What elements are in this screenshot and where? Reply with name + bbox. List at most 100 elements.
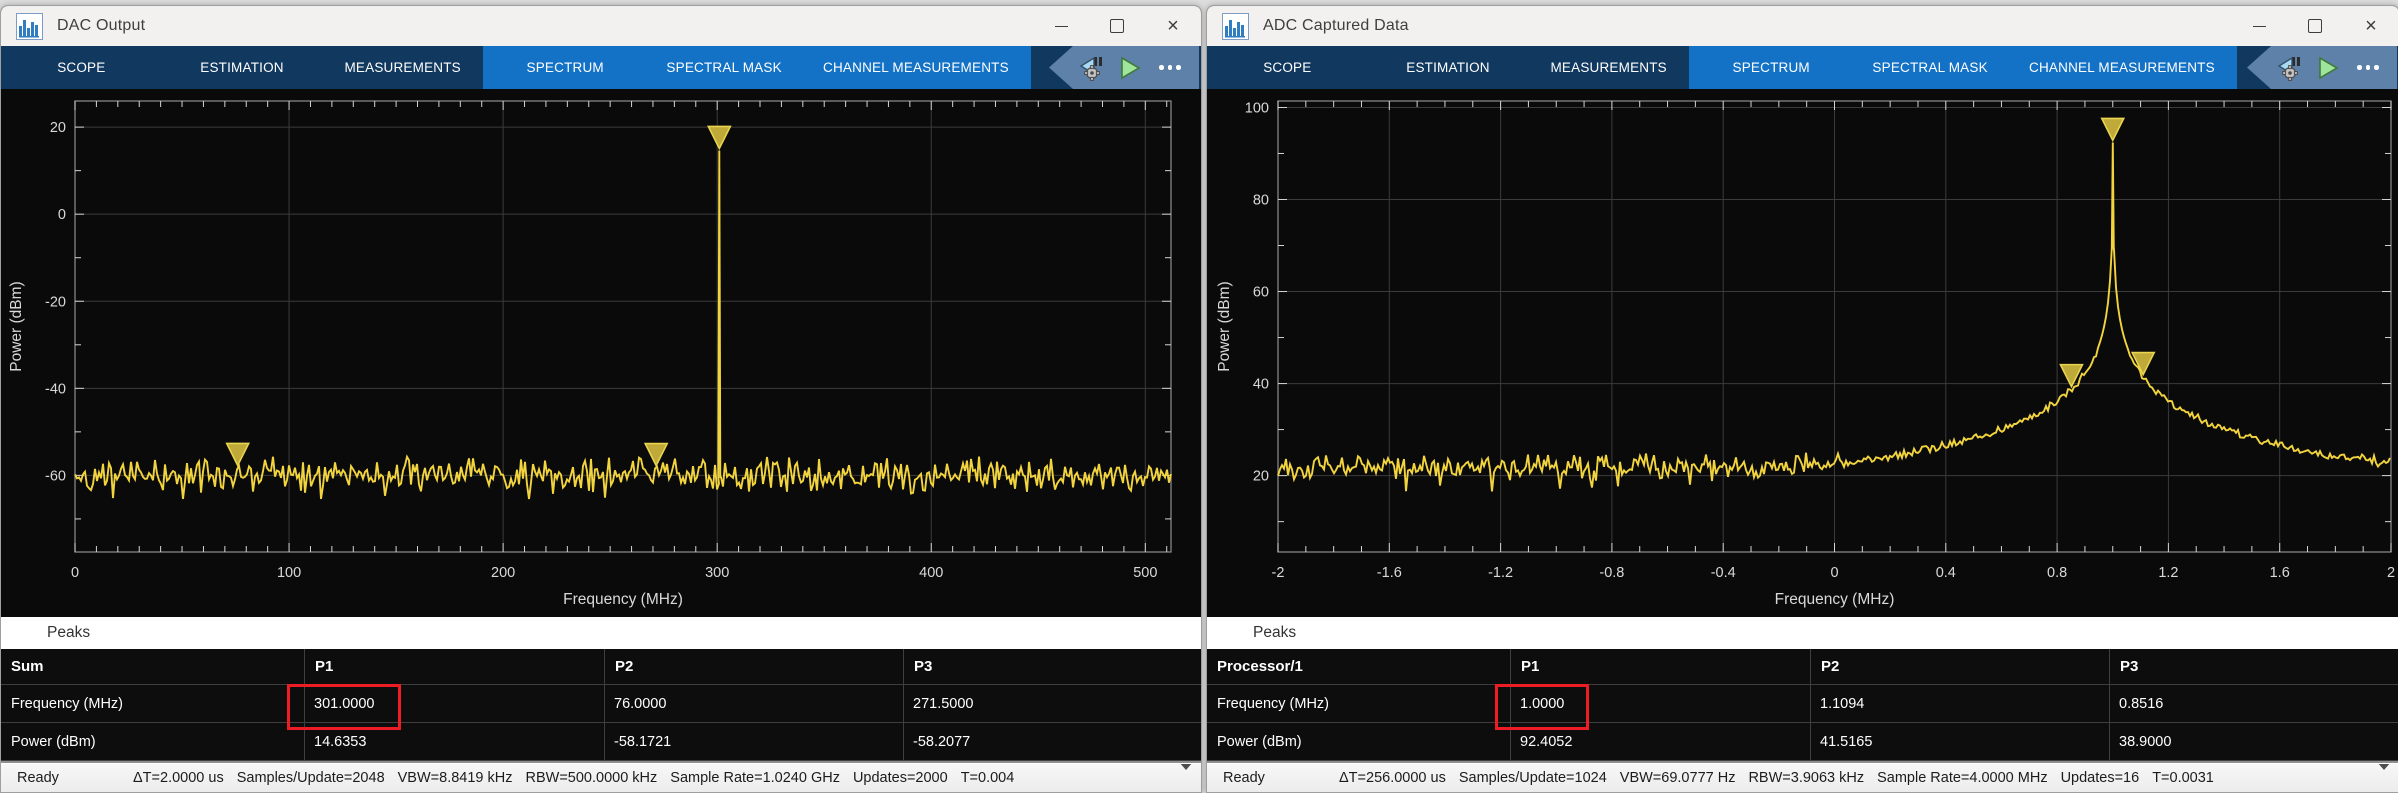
tab-estimation[interactable]: ESTIMATION xyxy=(1368,46,1529,89)
x-tick-label: 500 xyxy=(1133,565,1157,581)
peak-finder-icon[interactable] xyxy=(1179,770,1195,786)
toolstrip: SCOPE ESTIMATION MEASUREMENTS SPECTRUM S… xyxy=(1,46,1201,89)
toolstrip-main-tabs: SCOPE ESTIMATION MEASUREMENTS xyxy=(1207,46,1689,89)
y-tick-label: 60 xyxy=(1253,285,1269,301)
titlebar[interactable]: DAC Output × xyxy=(1,6,1201,46)
x-tick-label: 100 xyxy=(277,565,301,581)
p2-frequency-value: 76.0000 xyxy=(605,685,904,723)
peaks-row-label-power: Power (dBm) xyxy=(1,723,305,761)
spectrum-plot-canvas: 0100200300400500200-20-40-60Frequency (M… xyxy=(1,89,1199,617)
x-tick-label: 400 xyxy=(919,565,943,581)
step-back-icon[interactable] xyxy=(2275,54,2303,82)
peaks-panel-title: Peaks xyxy=(1253,624,1296,642)
run-icon[interactable] xyxy=(2313,54,2341,82)
status-sample-rate: Sample Rate=4.0000 MHz xyxy=(1877,770,2047,786)
tab-scope[interactable]: SCOPE xyxy=(1207,46,1368,89)
peaks-row-label-frequency: Frequency (MHz) xyxy=(1,685,305,723)
peak-marker-p2[interactable] xyxy=(2132,353,2154,375)
status-vbw: VBW=8.8419 kHz xyxy=(398,770,513,786)
titlebar[interactable]: ADC Captured Data × xyxy=(1207,6,2398,46)
more-options-icon[interactable] xyxy=(2351,54,2385,82)
y-tick-label: 80 xyxy=(1253,192,1269,208)
x-tick-label: -0.4 xyxy=(1711,565,1736,581)
y-tick-label: -60 xyxy=(45,468,66,484)
window-title: DAC Output xyxy=(57,17,145,35)
y-axis-label: Power (dBm) xyxy=(8,281,25,371)
status-rbw: RBW=500.0000 kHz xyxy=(526,770,658,786)
tab-measurements[interactable]: MEASUREMENTS xyxy=(1528,46,1689,89)
close-button[interactable]: × xyxy=(1145,6,1201,46)
peak-marker-p2[interactable] xyxy=(227,443,249,465)
status-sample-rate: Sample Rate=1.0240 GHz xyxy=(670,770,840,786)
peaks-col-p2: P2 xyxy=(605,649,904,685)
p3-power-value: 38.9000 xyxy=(2110,723,2398,761)
maximize-icon xyxy=(2308,19,2322,33)
p1-frequency-value: 1.0000 xyxy=(1511,685,1811,723)
status-rbw: RBW=3.9063 kHz xyxy=(1748,770,1864,786)
x-tick-label: 0 xyxy=(1830,565,1838,581)
window-adc-captured-data: ADC Captured Data × SCOPE ESTIMATION MEA… xyxy=(1206,5,2398,793)
toolstrip-spacer xyxy=(2237,46,2247,89)
tab-spectrum[interactable]: SPECTRUM xyxy=(1689,46,1853,89)
toolstrip-main-tabs: SCOPE ESTIMATION MEASUREMENTS xyxy=(1,46,483,89)
peaks-panel-header: Peaks xyxy=(1,617,1201,649)
y-tick-label: 40 xyxy=(1253,377,1269,393)
window-controls: × xyxy=(2231,6,2398,46)
tab-scope[interactable]: SCOPE xyxy=(1,46,162,89)
minimize-button[interactable] xyxy=(1033,6,1089,46)
status-vbw: VBW=69.0777 Hz xyxy=(1620,770,1736,786)
window-dac-output: DAC Output × SCOPE ESTIMATION MEASUREMEN… xyxy=(0,5,1202,793)
tab-spectral-mask[interactable]: SPECTRAL MASK xyxy=(647,46,800,89)
spectrum-plot: -2-1.6-1.2-0.8-0.400.40.81.21.6210080604… xyxy=(1207,89,2398,617)
tab-measurements[interactable]: MEASUREMENTS xyxy=(322,46,483,89)
window-controls: × xyxy=(1033,6,1201,46)
close-button[interactable]: × xyxy=(2343,6,2398,46)
peaks-row-label-frequency: Frequency (MHz) xyxy=(1207,685,1511,723)
spectrum-analyzer-icon xyxy=(1222,13,1249,40)
p3-frequency-value: 271.5000 xyxy=(904,685,1201,723)
x-tick-label: 0 xyxy=(71,565,79,581)
x-tick-label: 2 xyxy=(2387,565,2395,581)
x-tick-label: -1.2 xyxy=(1488,565,1513,581)
status-updates: Updates=16 xyxy=(2061,770,2140,786)
status-state: Ready xyxy=(17,770,133,786)
peak-marker-p1[interactable] xyxy=(2102,118,2124,140)
peaks-col-source: Processor/1 xyxy=(1207,649,1511,685)
p3-frequency-value: 0.8516 xyxy=(2110,685,2398,723)
step-back-icon[interactable] xyxy=(1077,54,1105,82)
x-tick-label: 1.6 xyxy=(2270,565,2290,581)
peaks-col-source: Sum xyxy=(1,649,305,685)
minimize-icon xyxy=(2253,26,2266,27)
more-options-icon[interactable] xyxy=(1153,54,1187,82)
tab-spectral-mask[interactable]: SPECTRAL MASK xyxy=(1853,46,2006,89)
tab-channel-measurements[interactable]: CHANNEL MEASUREMENTS xyxy=(2007,46,2237,89)
tab-channel-measurements[interactable]: CHANNEL MEASUREMENTS xyxy=(801,46,1031,89)
close-icon: × xyxy=(2365,16,2377,36)
status-delta-t: ΔT=256.0000 us xyxy=(1339,770,1446,786)
x-tick-label: 200 xyxy=(491,565,515,581)
x-tick-label: -0.8 xyxy=(1599,565,1624,581)
run-controls xyxy=(2247,46,2397,89)
peaks-col-p3: P3 xyxy=(904,649,1201,685)
y-tick-label: 20 xyxy=(1253,469,1269,485)
toolstrip-contextual-tabs: SPECTRUM SPECTRAL MASK CHANNEL MEASUREME… xyxy=(1689,46,2237,89)
maximize-button[interactable] xyxy=(1089,6,1145,46)
run-controls xyxy=(1049,46,1199,89)
statusbar: Ready ΔT=2.0000 us Samples/Update=2048 V… xyxy=(1,764,1201,792)
tab-estimation[interactable]: ESTIMATION xyxy=(162,46,323,89)
run-icon[interactable] xyxy=(1115,54,1143,82)
x-tick-label: 0.4 xyxy=(1936,565,1956,581)
minimize-button[interactable] xyxy=(2231,6,2287,46)
p1-power-value: 92.4052 xyxy=(1511,723,1811,761)
maximize-button[interactable] xyxy=(2287,6,2343,46)
peak-finder-icon[interactable] xyxy=(2377,770,2393,786)
p2-power-value: -58.1721 xyxy=(605,723,904,761)
peak-marker-p3[interactable] xyxy=(645,444,667,466)
peaks-table: Sum P1 P2 P3 Frequency (MHz) 301.0000 76… xyxy=(1,649,1201,761)
y-tick-label: 100 xyxy=(1245,100,1269,116)
peak-marker-p1[interactable] xyxy=(708,126,730,148)
peaks-col-p1: P1 xyxy=(1511,649,1811,685)
status-info: ΔT=256.0000 us Samples/Update=1024 VBW=6… xyxy=(1339,770,2214,786)
tab-spectrum[interactable]: SPECTRUM xyxy=(483,46,647,89)
status-info: ΔT=2.0000 us Samples/Update=2048 VBW=8.8… xyxy=(133,770,1014,786)
